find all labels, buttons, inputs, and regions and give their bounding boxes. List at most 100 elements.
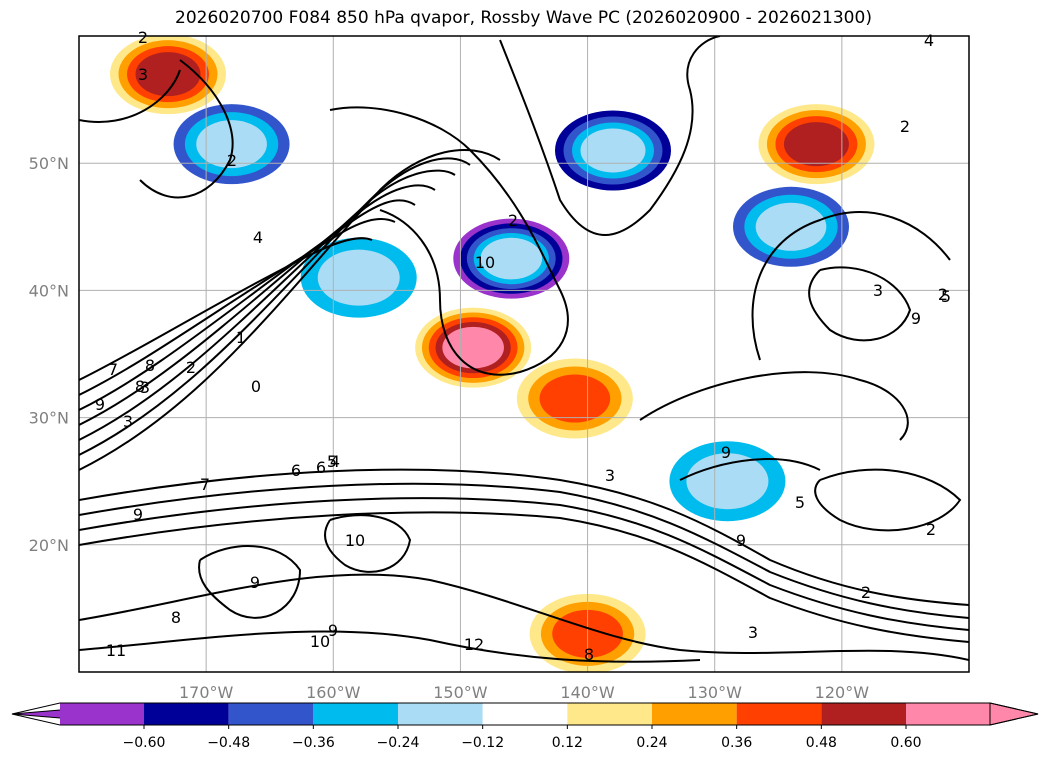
contour-label: 3 — [748, 623, 758, 642]
colorbar-tick-label: 0.60 — [890, 735, 921, 751]
contour-label: 5 — [795, 493, 805, 512]
contour-line — [324, 514, 412, 573]
colorbar-segment — [567, 703, 652, 725]
contour-label: 9 — [911, 309, 921, 328]
chart-title: 2026020700 F084 850 hPa qvapor, Rossby W… — [175, 8, 872, 28]
contour-label: 8 — [584, 645, 594, 664]
contour-line — [79, 573, 969, 661]
anomaly-shade — [480, 237, 543, 280]
contour-line — [329, 106, 569, 376]
contour-line — [751, 211, 951, 361]
contour-label: 8 — [145, 356, 155, 375]
y-tick-label: 40°N — [29, 281, 69, 300]
contour-label: 4 — [924, 31, 934, 50]
contour-line — [79, 69, 181, 123]
colorbar-segment — [228, 703, 314, 725]
x-tick-label: 160°W — [306, 683, 361, 702]
anomaly-shade — [317, 249, 400, 306]
anomaly-shade — [442, 326, 504, 369]
contour-label: 1 — [236, 328, 246, 347]
contour-label: 2 — [508, 211, 518, 230]
anomaly-shade — [580, 128, 646, 173]
contour-line — [79, 497, 969, 631]
shaded-anomalies — [110, 36, 875, 672]
anomaly-blob — [300, 237, 417, 318]
y-tick-label: 50°N — [29, 154, 69, 173]
anomaly-blob — [758, 104, 875, 185]
anomaly-blob — [173, 104, 290, 185]
contour-label: 4 — [330, 452, 340, 471]
y-tick-label: 30°N — [29, 409, 69, 428]
contour-label: 6 — [291, 461, 301, 480]
contour-label: 3 — [873, 281, 883, 300]
contour-label: 3 — [123, 412, 133, 431]
contour-label: 2 — [938, 285, 948, 304]
contour-line — [139, 59, 234, 199]
y-tick-label: 20°N — [29, 536, 69, 555]
anomaly-blob — [453, 218, 570, 299]
colorbar-segment — [60, 703, 144, 725]
anomaly-shade — [539, 374, 611, 423]
contour-label: 9 — [736, 531, 746, 550]
contour-line — [639, 371, 909, 441]
contour-label: 2 — [926, 520, 936, 539]
contour-lines — [79, 36, 969, 663]
contour-label: 7 — [108, 360, 118, 379]
contour-line — [814, 468, 962, 532]
contour-label: 10 — [310, 632, 330, 651]
colorbar-tick-label: −0.48 — [207, 735, 250, 751]
colorbar-extend-high — [989, 702, 1039, 726]
anomaly-blob — [555, 110, 671, 191]
anomaly-shade — [783, 122, 849, 167]
contour-line — [808, 266, 912, 342]
x-axis-ticks: 170°W 160°W 150°W 140°W 130°W 120°W — [179, 683, 869, 702]
contour-line — [198, 545, 302, 619]
contour-label: 9 — [328, 621, 338, 640]
contour-line — [79, 482, 969, 619]
contour-label: 3 — [138, 65, 148, 84]
colorbar-segment — [906, 703, 990, 725]
contour-line — [79, 237, 373, 381]
contour-line — [79, 511, 969, 643]
colorbar-segment — [821, 703, 906, 725]
contour-label: 10 — [345, 531, 365, 550]
colorbar-tick-label: 0.12 — [552, 735, 583, 751]
anomaly-blob — [669, 441, 786, 522]
contour-label: 7 — [200, 475, 210, 494]
contour-label: 12 — [464, 635, 484, 654]
contour-label: 11 — [106, 641, 126, 660]
anomaly-blob — [516, 358, 633, 439]
x-tick-label: 130°W — [688, 683, 743, 702]
colorbar-segment — [482, 703, 568, 725]
x-tick-label: 170°W — [179, 683, 234, 702]
contour-label: 2 — [186, 358, 196, 377]
contour-label: 2 — [138, 28, 148, 47]
colorbar-segment — [736, 703, 822, 725]
anomaly-blob — [110, 36, 226, 115]
colorbar-outline — [11, 702, 1039, 726]
contour-label: 9 — [721, 443, 731, 462]
y-axis-ticks: 20°N 30°N 40°N 50°N — [29, 154, 69, 555]
contour-label: 9 — [95, 395, 105, 414]
colorbar-tick-label: −0.60 — [123, 735, 166, 751]
anomaly-shade — [196, 120, 267, 169]
colorbar-tick-label: 0.36 — [721, 735, 752, 751]
contour-line — [79, 630, 701, 663]
contour-label: 9 — [133, 505, 143, 524]
contour-label: 8 — [171, 608, 181, 627]
contour-line — [79, 468, 969, 606]
anomaly-blob — [733, 186, 849, 267]
colorbar-tick-label: 0.24 — [636, 735, 667, 751]
contour-line — [679, 458, 821, 481]
colorbar-tick-label: −0.12 — [461, 735, 504, 751]
anomaly-blob — [415, 307, 532, 388]
contour-label: 0 — [251, 377, 261, 396]
contour-label: 3 — [605, 466, 615, 485]
colorbar-tick-label: −0.24 — [377, 735, 420, 751]
contour-label: 2 — [227, 151, 237, 170]
plot-frame — [78, 35, 970, 673]
contour-label: 2 — [861, 583, 871, 602]
contour-line — [79, 169, 456, 441]
